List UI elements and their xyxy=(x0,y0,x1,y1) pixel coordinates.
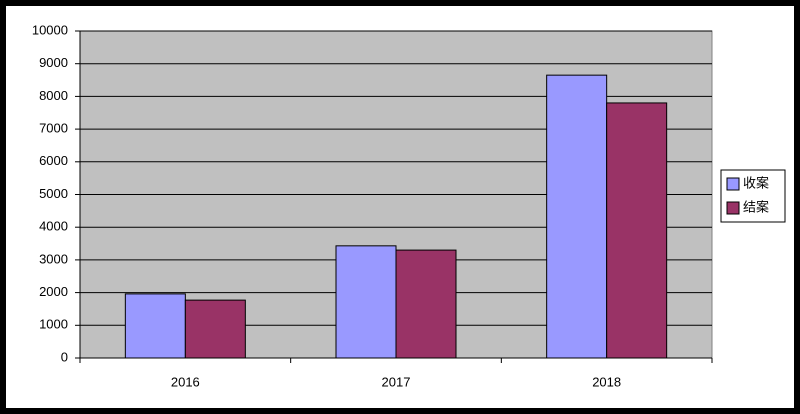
y-tick-label: 6000 xyxy=(39,153,68,168)
bar xyxy=(184,299,246,359)
legend-swatch xyxy=(726,177,740,191)
legend-label: 收案 xyxy=(743,175,769,190)
x-tick-label: 2017 xyxy=(382,374,411,389)
y-tick-label: 2000 xyxy=(39,284,68,299)
bar xyxy=(606,102,668,359)
y-tick-label: 4000 xyxy=(39,219,68,234)
bar xyxy=(546,74,608,359)
y-tick-label: 7000 xyxy=(39,121,68,136)
y-tick-label: 9000 xyxy=(39,55,68,70)
y-tick-label: 5000 xyxy=(39,186,68,201)
bar xyxy=(124,293,186,359)
y-tick-label: 8000 xyxy=(39,88,68,103)
y-tick-label: 0 xyxy=(61,349,68,364)
legend-swatch xyxy=(726,201,740,215)
y-tick-label: 1000 xyxy=(39,317,68,332)
y-tick-label: 10000 xyxy=(32,22,68,37)
x-tick-label: 2016 xyxy=(171,374,200,389)
bar xyxy=(395,249,457,359)
legend-label: 结案 xyxy=(743,199,769,214)
x-tick-label: 2018 xyxy=(592,374,621,389)
bar xyxy=(335,245,397,359)
y-tick-label: 3000 xyxy=(39,251,68,266)
